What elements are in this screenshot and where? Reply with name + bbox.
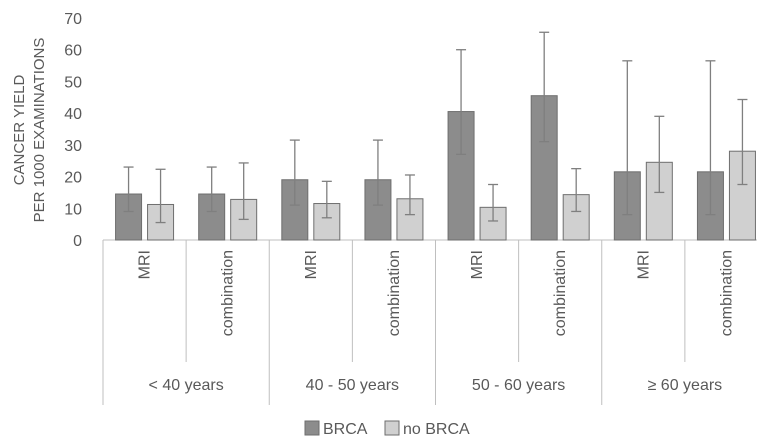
y-tick-label: 10 xyxy=(64,201,82,218)
category-label: MRI xyxy=(635,250,652,279)
y-tick-label: 70 xyxy=(64,11,82,28)
y-tick-label: 60 xyxy=(64,43,82,60)
bar-no-brca xyxy=(313,203,341,241)
category-label: MRI xyxy=(469,250,486,279)
bar-no-brca xyxy=(562,194,590,241)
y-tick-label: 0 xyxy=(73,233,82,250)
y-axis-label: CANCER YIELD PER 1000 EXAMINATIONS xyxy=(11,38,48,223)
y-axis-label-line: CANCER YIELD xyxy=(11,75,28,186)
legend: BRCA no BRCA xyxy=(304,420,470,438)
error-bars xyxy=(123,31,748,224)
category-label: combination xyxy=(552,250,569,336)
group-label: < 40 years xyxy=(149,377,224,394)
group-label: ≥ 60 years xyxy=(648,377,723,394)
group-labels: < 40 years 40 - 50 years 50 - 60 years ≥ 60… xyxy=(149,377,723,394)
y-tick-label: 30 xyxy=(64,138,82,155)
y-axis-ticks: 0 10 20 30 40 50 60 70 xyxy=(64,11,82,250)
legend-swatch xyxy=(384,420,400,436)
category-label: combination xyxy=(220,250,237,336)
category-labels: MRI combination MRI combination MRI combinati… xyxy=(137,250,736,336)
y-tick-label: 40 xyxy=(64,106,82,123)
group-label: 50 - 60 years xyxy=(472,377,565,394)
category-label: MRI xyxy=(303,250,320,279)
legend-swatch xyxy=(304,420,320,436)
category-label: MRI xyxy=(137,250,154,279)
y-tick-label: 20 xyxy=(64,170,82,187)
y-tick-label: 50 xyxy=(64,74,82,91)
legend-label: BRCA xyxy=(323,421,368,438)
category-label: combination xyxy=(718,250,735,336)
group-label: 40 - 50 years xyxy=(306,377,399,394)
y-axis-label-line: PER 1000 EXAMINATIONS xyxy=(31,38,48,223)
legend-label: no BRCA xyxy=(403,421,470,438)
category-label: combination xyxy=(386,250,403,336)
